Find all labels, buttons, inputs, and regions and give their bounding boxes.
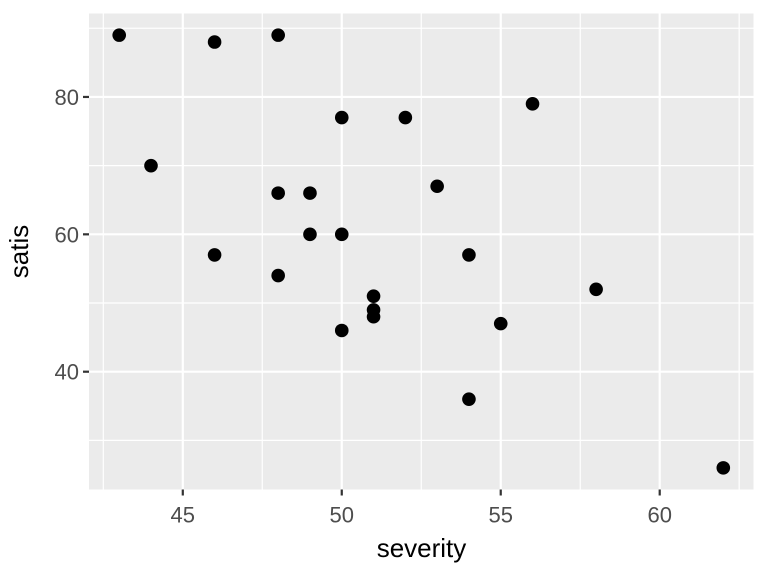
data-point — [462, 392, 476, 406]
data-point — [334, 110, 349, 125]
data-point — [589, 282, 603, 297]
data-point — [207, 248, 222, 262]
data-point — [366, 289, 381, 303]
data-point — [430, 179, 444, 194]
data-point — [334, 227, 349, 242]
data-point — [112, 28, 127, 42]
data-point — [271, 28, 285, 42]
y-tick-label: 60 — [55, 222, 79, 247]
x-tick-label: 55 — [488, 503, 512, 528]
x-tick-label: 50 — [330, 503, 354, 528]
data-point — [303, 227, 317, 242]
x-axis-title: severity — [376, 533, 467, 563]
x-tick-label: 45 — [171, 503, 195, 528]
data-point — [144, 158, 158, 173]
y-tick-label: 40 — [55, 360, 79, 385]
data-point — [462, 248, 476, 262]
data-point — [303, 186, 317, 200]
data-point — [716, 461, 731, 475]
data-point — [207, 35, 222, 49]
y-axis-title: satis — [4, 224, 35, 279]
data-point — [493, 316, 508, 331]
data-point — [525, 97, 540, 111]
y-axis-title-box: satis — [4, 13, 36, 490]
data-point — [398, 110, 413, 125]
data-point — [366, 309, 381, 324]
x-tick-label: 60 — [647, 503, 671, 528]
data-point — [271, 268, 285, 283]
data-point — [271, 186, 285, 200]
data-point — [334, 323, 349, 338]
y-tick-label: 80 — [55, 85, 79, 110]
